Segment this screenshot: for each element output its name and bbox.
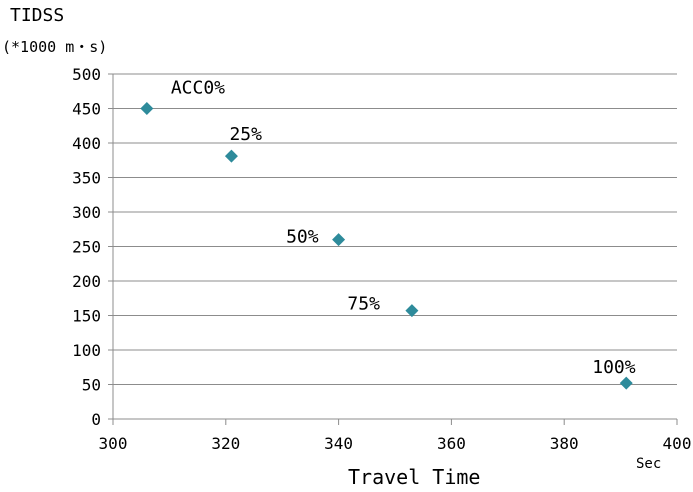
y-tick-label-250: 250 [72,238,101,257]
data-point-0 [140,102,154,115]
y-tick-label-300: 300 [72,203,101,222]
axes [108,73,678,425]
data-point-1 [224,149,238,163]
x-axis-unit: Sec [636,456,662,472]
y-tick-label-200: 200 [72,272,101,291]
x-tick-label-400: 400 [663,434,692,453]
x-tick-label-320: 320 [211,434,240,453]
y-tick-label-100: 100 [72,341,101,360]
data-point-4 [619,376,633,390]
y-tick-label-0: 0 [91,410,101,429]
x-tick-label-360: 360 [437,434,466,453]
point-label-3: 75% [347,294,380,315]
data-point-2 [332,233,346,247]
y-axis-unit: (*1000 m・s) [2,38,108,56]
point-label-2: 50% [286,227,319,248]
tick-labels: 0 50 100 150 200 250 300 350 400 450 500 300 320 340 3… [72,65,691,453]
y-tick-label-450: 450 [72,100,101,119]
point-label-4: 100% [592,357,636,378]
y-tick-label-400: 400 [72,134,101,153]
y-tick-label-50: 50 [82,376,101,395]
y-tick-label-500: 500 [72,65,101,84]
point-label-1: 25% [229,124,262,145]
data-point-3 [405,304,419,318]
gridlines [113,73,677,385]
x-tick-label-300: 300 [99,434,128,453]
point-labels: ACC0% 25% 50% 75% 100% [171,78,636,379]
x-tick-label-380: 380 [550,434,579,453]
y-tick-label-350: 350 [72,169,101,188]
y-axis-title: TIDSS [10,5,65,26]
y-tick-label-150: 150 [72,307,101,326]
x-tick-label-340: 340 [324,434,353,453]
x-axis-title: Travel Time [348,465,481,489]
data-points [140,102,633,390]
point-label-0: ACC0% [171,78,225,99]
